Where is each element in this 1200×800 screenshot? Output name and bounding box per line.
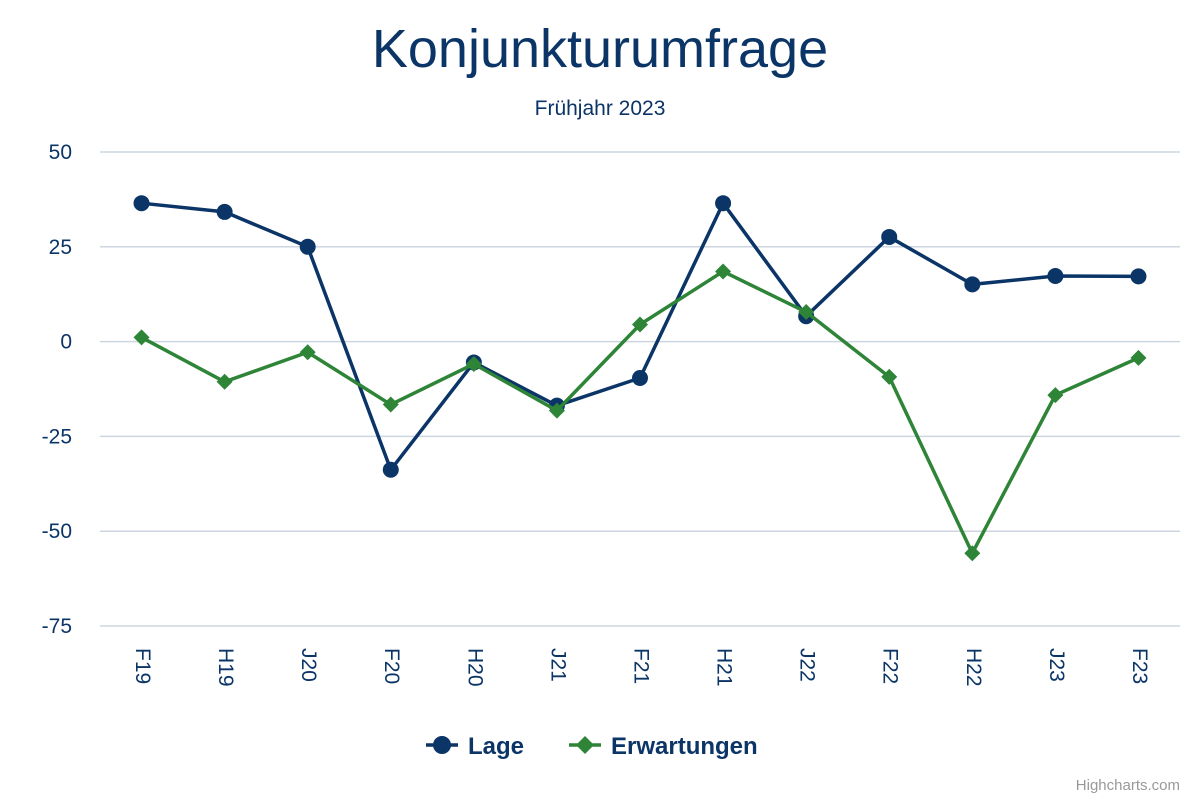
x-tick-label: F21: [629, 648, 652, 684]
y-tick-label: 0: [60, 331, 72, 354]
x-tick-label: J20: [297, 648, 320, 682]
data-point[interactable]: [715, 195, 732, 212]
data-point[interactable]: [964, 545, 981, 562]
x-tick-label: F19: [131, 648, 154, 684]
data-point[interactable]: [881, 228, 898, 245]
x-tick-label: J22: [796, 648, 819, 682]
data-point[interactable]: [1047, 267, 1064, 284]
x-tick-label: F23: [1128, 648, 1151, 684]
y-axis: 50 25 0 -25 -50 -75: [42, 141, 72, 638]
legend-label: Erwartungen: [611, 733, 758, 760]
data-point[interactable]: [548, 402, 565, 419]
legend-marker[interactable]: [576, 736, 594, 754]
x-tick-label: J23: [1045, 648, 1068, 682]
y-tick-label: -25: [42, 425, 72, 448]
data-point[interactable]: [382, 461, 399, 478]
series-line: [139, 269, 1141, 555]
data-point[interactable]: [133, 329, 150, 346]
data-point[interactable]: [798, 304, 815, 321]
legend-item-lage[interactable]: Lage: [426, 733, 524, 760]
legend-item-erwartungen[interactable]: Erwartungen: [569, 733, 758, 760]
series-group: [133, 195, 1147, 562]
x-tick-label: H22: [962, 648, 985, 687]
data-point[interactable]: [1130, 268, 1147, 285]
data-point[interactable]: [715, 263, 732, 280]
data-point[interactable]: [1130, 349, 1147, 366]
series-lage: [133, 195, 1147, 478]
data-point[interactable]: [299, 344, 316, 361]
data-point[interactable]: [632, 316, 648, 333]
legend-marker[interactable]: [433, 736, 451, 754]
x-tick-label: H21: [713, 648, 736, 687]
legend: Lage Erwartungen: [426, 733, 758, 760]
y-tick-label: 50: [49, 141, 72, 164]
data-point[interactable]: [382, 396, 399, 413]
data-point[interactable]: [465, 355, 482, 372]
y-tick-label: 25: [49, 236, 72, 259]
data-point[interactable]: [216, 203, 233, 220]
x-tick-label: F22: [879, 648, 902, 684]
data-point[interactable]: [216, 373, 233, 390]
credits-link[interactable]: Highcharts.com: [1076, 777, 1180, 794]
data-point[interactable]: [632, 370, 648, 387]
y-tick-label: -50: [42, 520, 72, 543]
x-axis: F19 H19 J20 F20 H20 J21 F21 H21 J22 F22 H22 J23 F23: [131, 648, 1151, 687]
grid-lines: [100, 151, 1180, 627]
data-point[interactable]: [133, 195, 150, 212]
y-tick-label: -75: [42, 615, 72, 638]
data-point[interactable]: [964, 276, 981, 293]
x-tick-label: H19: [214, 648, 237, 687]
data-point[interactable]: [299, 238, 316, 255]
series-line: [139, 201, 1141, 472]
data-point[interactable]: [881, 368, 898, 385]
x-tick-label: H20: [463, 648, 486, 687]
x-tick-label: J21: [546, 648, 569, 682]
data-point[interactable]: [1047, 387, 1064, 404]
x-tick-label: F20: [380, 648, 403, 684]
chart-title: Konjunkturumfrage: [372, 19, 828, 79]
chart-subtitle: Frühjahr 2023: [535, 97, 666, 120]
legend-label: Lage: [468, 733, 524, 760]
series-erwartungen: [133, 263, 1147, 562]
